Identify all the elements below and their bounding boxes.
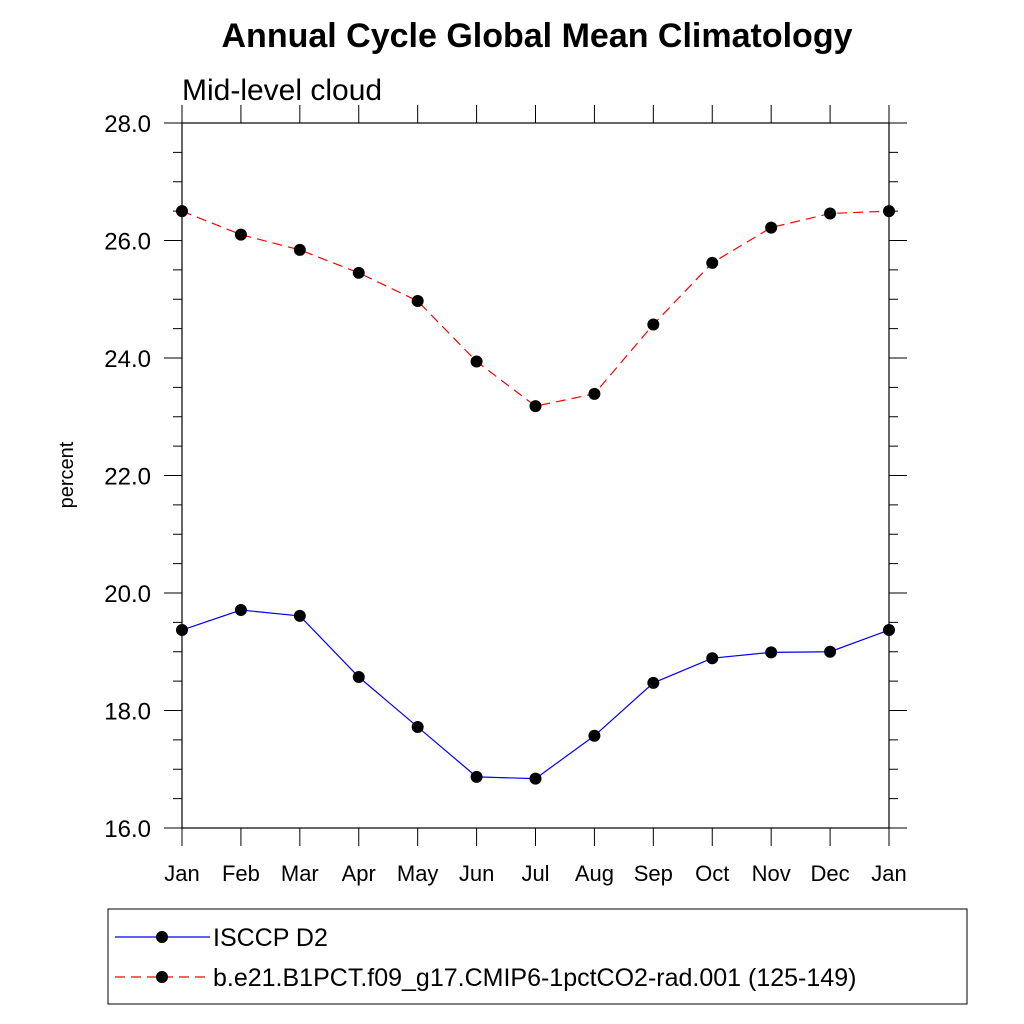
data-point [352,266,365,279]
data-point [824,645,837,658]
data-point [647,676,660,689]
data-point [765,646,778,659]
series-line [181,210,890,407]
plot-frame [181,122,890,829]
x-tick-label: Sep [634,861,673,886]
x-tick-labels: Jan Feb Mar Apr May Jun Jul Aug Sep Oct Nov Dec Jan [164,861,906,886]
data-point [529,772,542,785]
x-tick-label: Feb [222,861,260,886]
y-axis-label: percent [56,441,78,508]
data-point [411,720,424,733]
data-point [647,318,660,331]
legend-box [107,908,968,1005]
y-tick-label: 26.0 [104,229,151,256]
data-point [293,609,306,622]
y-tick-label: 28.0 [104,111,151,138]
x-tick-label: Nov [752,861,791,886]
y-tick-label: 22.0 [104,464,151,491]
x-tick-label: Apr [342,861,376,886]
y-tick-label: 16.0 [104,816,151,843]
data-point [234,604,247,617]
data-point [883,205,895,218]
data-point [176,624,188,637]
axis-ticks [164,105,907,846]
data-point [470,355,483,368]
x-tick-label: Jul [521,861,549,886]
data-point [411,295,424,308]
series-layer [176,205,895,785]
x-tick-label: Jun [459,861,494,886]
legend-marker [156,971,168,983]
x-tick-label: Jan [871,861,906,886]
x-tick-label: Aug [575,861,614,886]
legend-label: b.e21.B1PCT.f09_g17.CMIP6-1pctCO2-rad.00… [213,964,856,992]
chart-subtitle: Mid-level cloud [182,74,382,107]
data-point [176,205,188,218]
data-point [352,671,365,684]
x-tick-label: Jan [164,861,199,886]
x-tick-label: Dec [811,861,850,886]
legend-marker [156,931,168,943]
data-point [706,256,719,269]
data-point [529,400,542,413]
data-point [234,228,247,241]
data-point [588,387,601,400]
data-point [765,221,778,234]
series-line [181,609,890,780]
x-tick-label: Oct [695,861,729,886]
y-tick-label: 24.0 [104,346,151,373]
legend: ISCCP D2 b.e21.B1PCT.f09_g17.CMIP6-1pctCO… [107,908,968,1005]
x-tick-label: Mar [281,861,319,886]
y-tick-labels: 16.0 18.0 20.0 22.0 24.0 26.0 28.0 [104,111,151,843]
y-tick-label: 20.0 [104,581,151,608]
data-point [706,652,719,665]
chart-title: Annual Cycle Global Mean Climatology [222,17,853,55]
y-tick-label: 18.0 [104,699,151,726]
data-point [293,243,306,256]
data-point [883,624,895,637]
legend-label: ISCCP D2 [213,924,328,952]
x-tick-label: May [397,861,439,886]
data-point [588,729,601,742]
data-point [470,770,483,783]
data-point [824,207,837,220]
